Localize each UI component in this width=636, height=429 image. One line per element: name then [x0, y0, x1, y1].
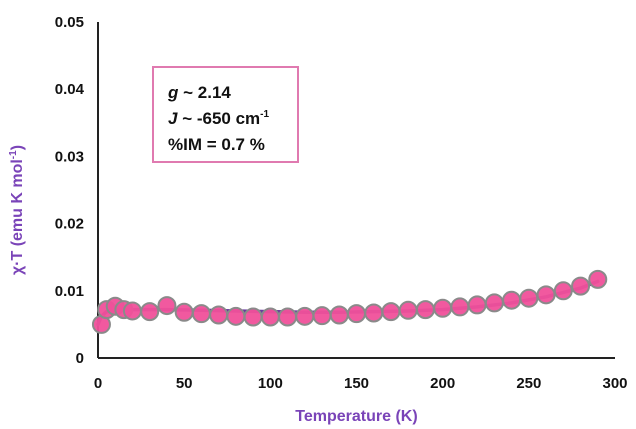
data-point — [467, 295, 487, 315]
data-point — [191, 304, 211, 324]
data-point — [588, 269, 608, 289]
data-point — [433, 298, 453, 318]
y-axis-title-main: χ·T (emu K mol — [9, 159, 26, 275]
data-point — [450, 297, 470, 317]
x-axis-title: Temperature (K) — [295, 408, 417, 425]
data-point — [243, 307, 263, 327]
data-point — [519, 288, 539, 308]
data-point — [347, 304, 366, 324]
data-point — [209, 305, 229, 325]
annotation-im-line: %IM = 0.7 % — [168, 135, 265, 154]
data-point — [381, 302, 401, 322]
data-point — [260, 307, 280, 327]
y-axis-title-end: ) — [9, 145, 26, 150]
data-point — [364, 303, 384, 323]
y-axis-title: χ·T (emu K mol-1) — [8, 145, 26, 275]
x-tick-label: 250 — [516, 375, 541, 392]
annotation-j-sup: -1 — [260, 109, 269, 120]
y-tick-label: 0 — [76, 350, 84, 367]
y-tick-label: 0.05 — [55, 14, 84, 31]
x-tick-label: 100 — [258, 375, 283, 392]
x-tick-label: 150 — [344, 375, 369, 392]
y-axis-title-sup: -1 — [8, 150, 19, 159]
y-tick-label: 0.01 — [55, 283, 84, 300]
x-tick-label: 0 — [94, 375, 102, 392]
data-point — [226, 306, 246, 326]
x-tick-labels: 0 50 100 150 200 250 300 — [94, 375, 628, 392]
data-point — [484, 293, 504, 313]
x-tick-label: 300 — [602, 375, 627, 392]
x-tick-label: 200 — [430, 375, 455, 392]
annotation-box: g ~ 2.14 J ~ -650 cm-1 %IM = 0.7 % — [152, 66, 299, 163]
data-point — [174, 302, 194, 322]
data-point — [312, 306, 332, 326]
data-point — [571, 276, 591, 296]
data-point — [502, 290, 522, 310]
data-point — [329, 305, 349, 325]
data-markers — [91, 269, 608, 334]
annotation-j-line: J ~ -650 cm-1 — [168, 109, 270, 128]
data-point — [553, 281, 573, 301]
annotation-j-symbol: J — [168, 109, 178, 128]
y-tick-labels: 0 0.01 0.02 0.03 0.04 0.05 — [55, 14, 85, 367]
annotation-frame — [152, 66, 299, 163]
annotation-g-symbol: g — [167, 83, 179, 102]
data-point — [278, 307, 298, 327]
data-point — [295, 306, 315, 326]
data-point — [122, 301, 142, 321]
annotation-j-value: ~ -650 cm — [177, 109, 260, 128]
y-tick-label: 0.02 — [55, 216, 84, 233]
data-point — [536, 285, 556, 305]
data-point — [415, 300, 435, 320]
data-point — [140, 302, 160, 322]
x-tick-label: 50 — [176, 375, 193, 392]
y-tick-label: 0.03 — [55, 148, 84, 165]
data-point — [157, 296, 177, 316]
annotation-g-value: ~ 2.14 — [178, 83, 231, 102]
annotation-g-line: g ~ 2.14 — [167, 83, 231, 102]
data-point — [398, 300, 418, 320]
y-tick-label: 0.04 — [55, 81, 85, 98]
